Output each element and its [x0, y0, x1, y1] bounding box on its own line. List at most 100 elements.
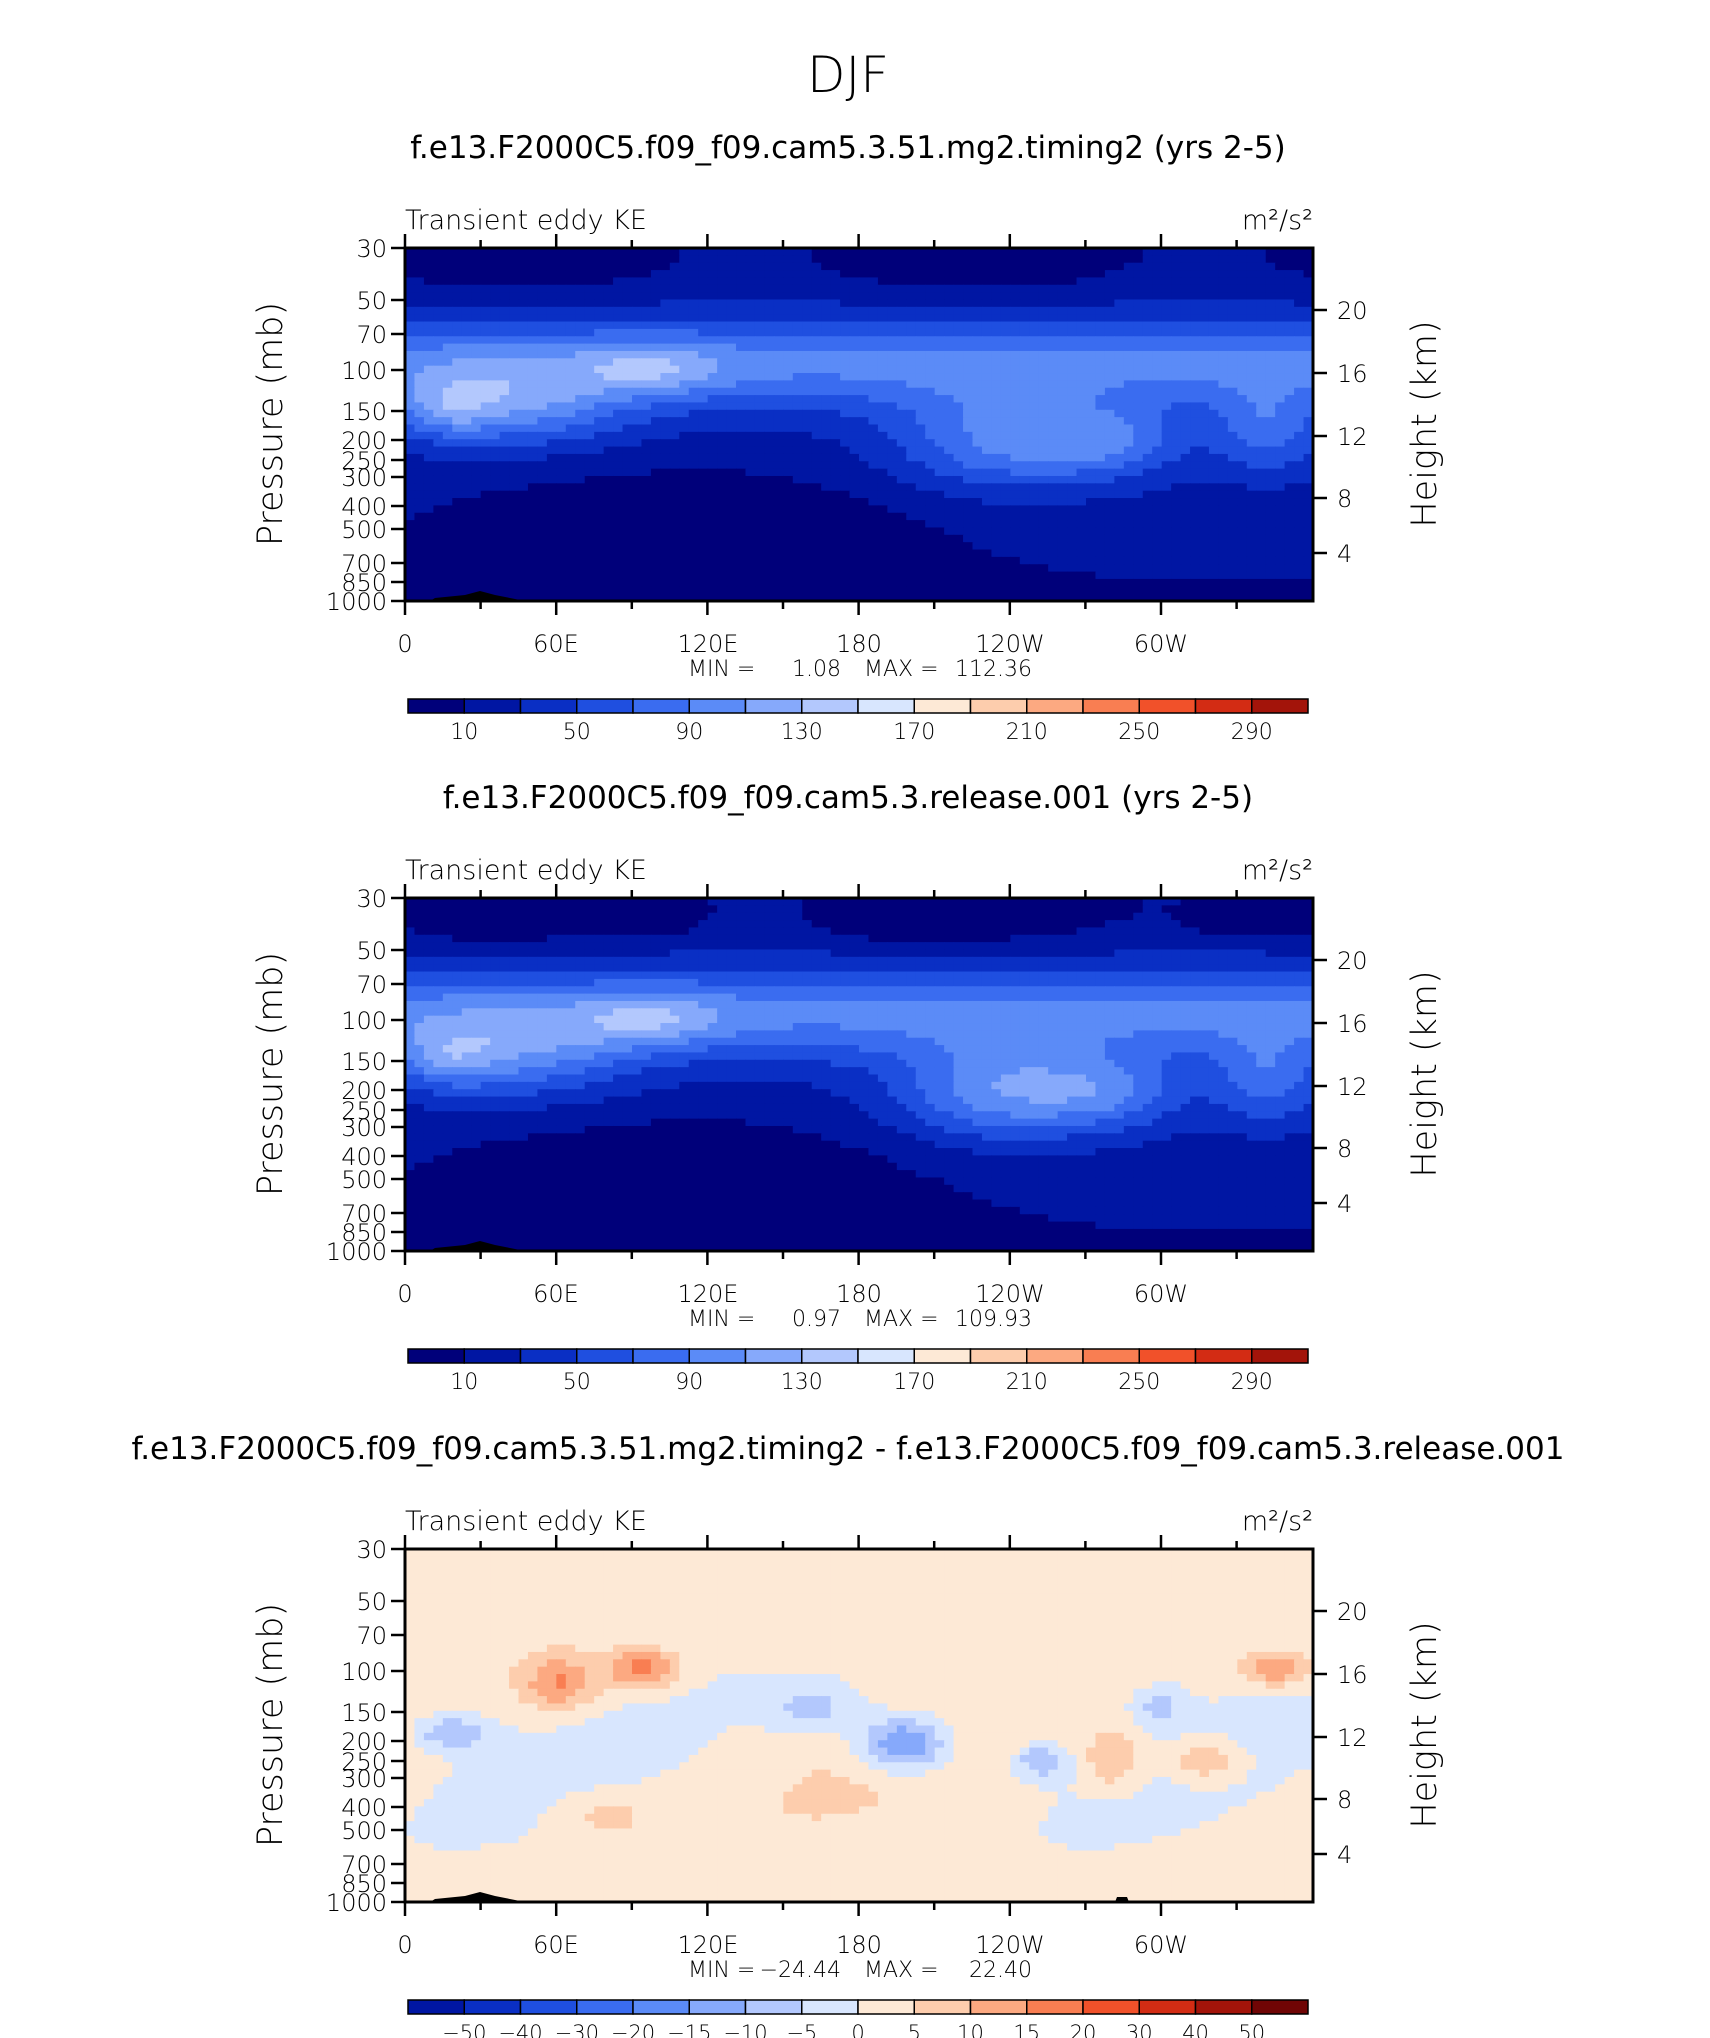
- colorbar-label: 210: [1006, 720, 1048, 745]
- y2-axis-title: Height (km): [1405, 970, 1445, 1177]
- colorbar-box: [913, 1999, 972, 2015]
- y-tick-label: 500: [341, 1817, 387, 1845]
- contour-field: [405, 898, 1313, 1251]
- colorbar-label: 50: [563, 1370, 591, 1395]
- y-tick-label: 250: [341, 447, 387, 475]
- x-tick-label: 120W: [975, 1280, 1045, 1308]
- colorbar-label: 20: [1070, 2021, 1097, 2038]
- colorbar-box: [1082, 1999, 1140, 2015]
- x-tick-label: 60W: [1134, 630, 1188, 658]
- x-tick-label: 60E: [533, 630, 579, 658]
- field-label: Transient eddy KE: [405, 205, 647, 236]
- y-tick-label: 500: [341, 516, 387, 544]
- chart-panel-2: f.e13.F2000C5.f09_f09.cam5.3.release.001…: [251, 780, 1445, 1395]
- units-label: m²/s²: [1242, 855, 1313, 886]
- field-label: Transient eddy KE: [405, 1506, 647, 1537]
- y-tick-label: 1000: [326, 1889, 387, 1917]
- colorbar-label: −40: [498, 2021, 542, 2038]
- chart-panel-1: f.e13.F2000C5.f09_f09.cam5.3.51.mg2.timi…: [251, 130, 1445, 745]
- colorbar-box: [519, 1348, 578, 1364]
- colorbar-box: [969, 698, 1028, 714]
- colorbar-box: [801, 698, 859, 714]
- colorbar-label: −5: [786, 2021, 817, 2038]
- y2-tick-label: 8: [1337, 1135, 1352, 1163]
- colorbar-label: 210: [1006, 1370, 1048, 1395]
- colorbar-box: [744, 1999, 803, 2015]
- colorbar-box: [1082, 698, 1140, 714]
- colorbar-label: 130: [781, 720, 823, 745]
- y-tick-label: 850: [341, 1870, 387, 1898]
- colorbar-label: 130: [781, 1370, 823, 1395]
- contour-field: [405, 1549, 1313, 1902]
- colorbar-label: 10: [450, 720, 478, 745]
- colorbar-label: 290: [1231, 720, 1273, 745]
- x-tick-label: 120E: [678, 630, 739, 658]
- colorbar-box: [913, 1348, 972, 1364]
- colorbar-label: 290: [1231, 1370, 1273, 1395]
- y-tick-label: 250: [341, 1748, 387, 1776]
- colorbar-box: [1026, 1999, 1084, 2015]
- colorbar-box: [519, 698, 578, 714]
- colorbar-label: 250: [1118, 720, 1160, 745]
- x-tick-label: 120E: [678, 1280, 739, 1308]
- colorbar-label: 50: [563, 720, 591, 745]
- colorbar-label: 10: [957, 2021, 984, 2038]
- y2-tick-label: 12: [1337, 1724, 1368, 1752]
- y-tick-label: 1000: [326, 588, 387, 616]
- contour-field: [405, 248, 1313, 601]
- y2-tick-label: 4: [1337, 1841, 1352, 1869]
- y-tick-label: 30: [356, 885, 387, 913]
- y-tick-label: 400: [341, 1794, 387, 1822]
- colorbar-box: [688, 1348, 747, 1364]
- chart-title: f.e13.F2000C5.f09_f09.cam5.3.51.mg2.timi…: [132, 1431, 1565, 1467]
- max-label: MAX =: [864, 657, 939, 682]
- y-tick-label: 150: [341, 1699, 387, 1727]
- colorbar-box: [1138, 1999, 1197, 2015]
- y-tick-label: 500: [341, 1166, 387, 1194]
- colorbar-label: 90: [675, 1370, 703, 1395]
- y2-tick-label: 20: [1337, 297, 1368, 325]
- y-tick-label: 300: [341, 1765, 387, 1793]
- min-value: −24.44: [760, 1958, 841, 1983]
- y2-axis-title: Height (km): [1405, 320, 1445, 527]
- colorbar-box: [1082, 1348, 1140, 1364]
- y-tick-label: 1000: [326, 1238, 387, 1266]
- colorbar-box: [1026, 698, 1084, 714]
- colorbar-label: −10: [723, 2021, 767, 2038]
- min-label: MIN =: [688, 1958, 755, 1983]
- y-tick-label: 300: [341, 464, 387, 492]
- colorbar-label: 15: [1013, 2021, 1040, 2038]
- colorbar-label: 5: [908, 2021, 921, 2038]
- chart-title: f.e13.F2000C5.f09_f09.cam5.3.51.mg2.timi…: [410, 130, 1285, 166]
- colorbar-box: [407, 1348, 465, 1364]
- colorbar-box: [969, 1348, 1028, 1364]
- y-axis-title: Pressure (mb): [251, 302, 291, 546]
- max-value: 109.93: [955, 1307, 1032, 1332]
- colorbar-box: [1194, 1999, 1253, 2015]
- colorbar-box: [857, 1999, 915, 2015]
- y-axis-title: Pressure (mb): [251, 952, 291, 1196]
- colorbar-label: −15: [667, 2021, 711, 2038]
- colorbar-label: −50: [442, 2021, 486, 2038]
- x-tick-label: 180: [836, 1280, 882, 1308]
- y-tick-label: 200: [341, 1728, 387, 1756]
- colorbar-label: 40: [1182, 2021, 1209, 2038]
- y-tick-label: 30: [356, 235, 387, 263]
- y2-tick-label: 8: [1337, 1786, 1352, 1814]
- colorbar-box: [969, 1999, 1028, 2015]
- y-tick-label: 150: [341, 1048, 387, 1076]
- colorbar-label: 0: [851, 2021, 864, 2038]
- colorbar: 10 50 90 130 170 210 250 290: [407, 1348, 1309, 1395]
- min-label: MIN =: [688, 657, 755, 682]
- colorbar-label: 250: [1118, 1370, 1160, 1395]
- min-value: 0.97: [792, 1307, 841, 1332]
- colorbar-label: 170: [893, 1370, 935, 1395]
- y2-tick-label: 20: [1337, 1598, 1368, 1626]
- colorbar-box: [1194, 698, 1253, 714]
- colorbar: −50 −40 −30 −20 −15 −10 −5 0 5 10 15 20 30 40 50: [407, 1999, 1309, 2038]
- max-value: 112.36: [955, 657, 1032, 682]
- min-value: 1.08: [792, 657, 841, 682]
- colorbar-box: [1251, 1348, 1309, 1364]
- y-tick-label: 700: [341, 1200, 387, 1228]
